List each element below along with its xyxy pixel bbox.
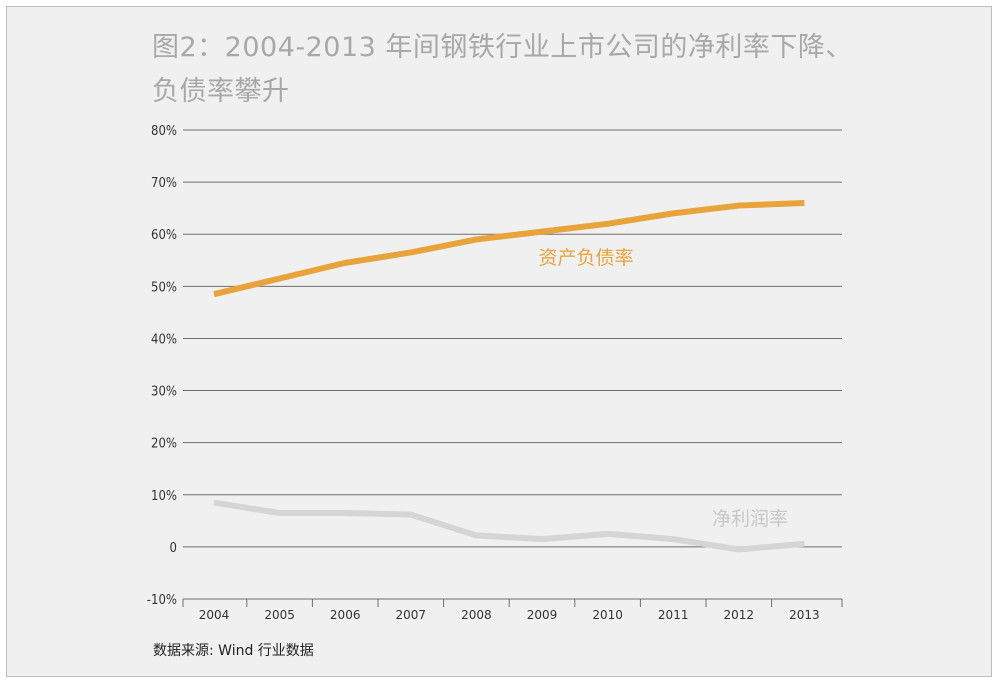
figure-frame — [6, 6, 992, 677]
y-tick-label: 60% — [151, 228, 177, 243]
y-tick-label: 50% — [151, 280, 177, 295]
x-tick-label: 2007 — [396, 608, 427, 622]
series-label: 净利润率 — [712, 508, 788, 530]
data-source-note: 数据来源: Wind 行业数据 — [153, 643, 314, 659]
y-tick-label: 0 — [170, 541, 177, 556]
y-tick-label: -10% — [147, 593, 177, 608]
x-tick-label: 2011 — [658, 608, 689, 622]
y-tick-label: 30% — [151, 385, 177, 400]
x-tick-label: 2008 — [461, 608, 492, 622]
chart-title-line-1: 图2：2004-2013 年间钢铁行业上市公司的净利率下降、 — [152, 32, 853, 63]
y-tick-label: 70% — [151, 176, 177, 191]
series-line — [213, 499, 805, 553]
x-axis: 2004 2005 2006 2007 2008 2009 2010 2011 2012 2013 — [182, 599, 843, 622]
y-tick-label: 80% — [151, 124, 177, 139]
x-tick-label: 2013 — [789, 608, 820, 622]
y-tick-label: 20% — [151, 437, 177, 452]
x-tick-label: 2006 — [330, 608, 361, 622]
x-tick-label: 2010 — [592, 608, 623, 622]
y-tick-label: 40% — [151, 332, 177, 347]
x-tick-label: 2012 — [724, 608, 755, 622]
x-tick-label: 2009 — [527, 608, 558, 622]
x-tick-label: 2005 — [264, 608, 295, 622]
chart-title: 图2：2004-2013 年间钢铁行业上市公司的净利率下降、 负债率攀升 — [152, 26, 853, 114]
series-lines — [213, 199, 805, 553]
chart-title-line-2: 负债率攀升 — [152, 76, 290, 107]
series-line — [213, 199, 805, 298]
series-label: 资产负债率 — [538, 247, 633, 269]
x-tick-label: 2004 — [199, 608, 230, 622]
y-axis-tick-labels: 80% 70% 60% 50% 40% 30% 20% 10% 0 -10% — [147, 124, 177, 608]
y-tick-label: 10% — [151, 489, 177, 504]
